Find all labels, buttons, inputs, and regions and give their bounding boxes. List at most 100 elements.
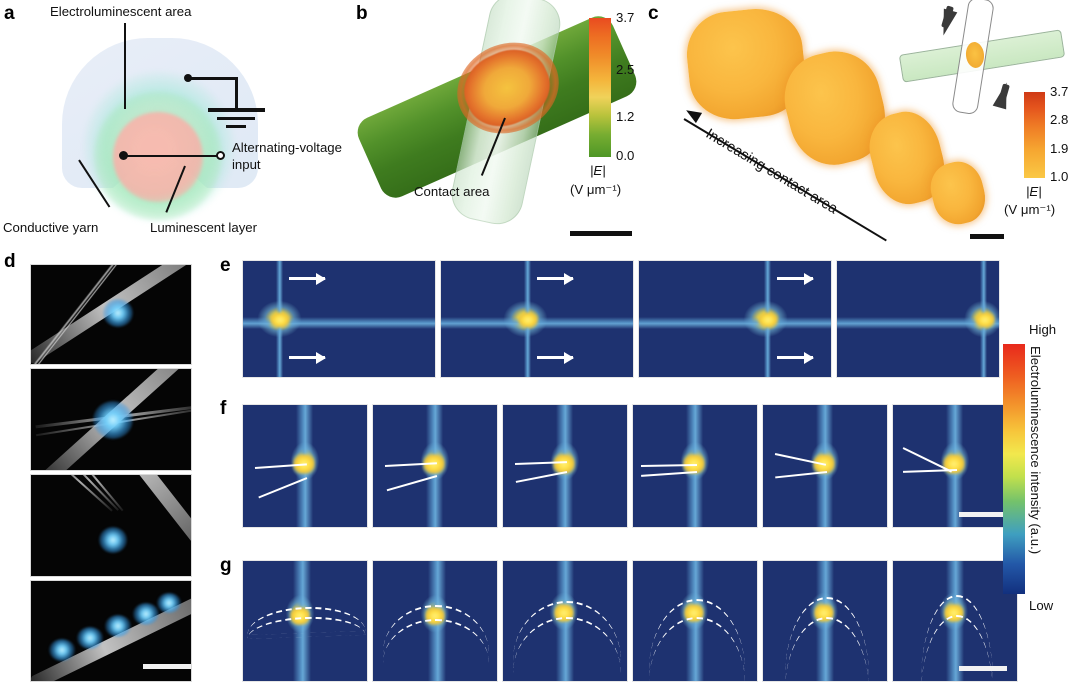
panel-d-photo-3 — [30, 474, 192, 577]
curvature-dashed-curve-inner — [921, 615, 993, 681]
colorbar-c-title: |E| — [1026, 184, 1042, 199]
slide-arrow-top — [537, 272, 574, 285]
panel-b: b Contact area 3.7 2.5 1.2 0.0 |E| (V μm… — [352, 0, 644, 250]
curvature-dashed-curve-outer — [649, 599, 745, 671]
emission-spot — [133, 603, 159, 625]
panel-letter-a: a — [4, 3, 15, 24]
slide-arrow-top — [777, 272, 815, 285]
curvature-dashed-curve-outer — [513, 601, 621, 661]
panel-g-frame-2 — [372, 560, 498, 682]
emission-spot — [157, 593, 181, 613]
panel-g-frame-6 — [892, 560, 1018, 682]
colorbar-panel-b — [589, 18, 611, 157]
leader-alternating-voltage — [124, 155, 220, 158]
panel-e-frame-2 — [440, 260, 634, 378]
intensity-colorbar-axis-title: Electroluminescence intensity (a.u.) — [1028, 346, 1043, 555]
curvature-dashed-curve-outer — [921, 595, 993, 681]
emission-core — [517, 312, 538, 329]
emission-spot — [77, 627, 103, 649]
emission-spot — [99, 527, 127, 553]
panel-e-frame-1 — [242, 260, 436, 378]
panel-g-frame-3 — [502, 560, 628, 682]
leader-electroluminescent-area — [124, 23, 127, 109]
intensity-label-high: High — [1029, 322, 1057, 337]
emission-spot — [93, 401, 133, 439]
emission-spot — [103, 299, 133, 327]
panel-g-frame-4 — [632, 560, 758, 682]
colorbar-b-tick-2: 1.2 — [616, 109, 635, 124]
curvature-dashed-curve-inner — [513, 617, 621, 673]
panel-letter-c: c — [648, 3, 659, 24]
colorbar-c-tick-3: 1.0 — [1050, 169, 1069, 184]
panel-letter-e: e — [220, 255, 231, 276]
alternating-voltage-terminal-icon — [216, 151, 225, 160]
emission-core — [682, 453, 705, 474]
slide-arrow-top — [289, 272, 327, 285]
panel-f-frame-2 — [372, 404, 498, 528]
label-electroluminescent-area: Electroluminescent area — [50, 4, 192, 19]
emission-core — [974, 312, 995, 329]
scale-bar-panel-g — [959, 666, 1007, 671]
ground-wire-vertical — [235, 77, 238, 111]
label-alternating-voltage-line2: input — [232, 157, 261, 172]
curvature-dashed-curve-outer — [383, 605, 489, 653]
panel-letter-f: f — [220, 398, 227, 419]
colorbar-panel-c — [1024, 92, 1045, 178]
emission-core — [269, 312, 290, 329]
slide-arrow-bottom — [289, 351, 327, 364]
panel-d-photo-1 — [30, 264, 192, 365]
ground-wire-horizontal — [188, 77, 238, 80]
emission-core — [552, 453, 575, 474]
emission-core — [758, 312, 779, 329]
intensity-label-low: Low — [1029, 598, 1054, 613]
colorbar-b-tick-1: 2.5 — [616, 62, 635, 77]
panel-f-frame-5 — [762, 404, 888, 528]
compression-inset — [892, 0, 1072, 116]
label-contact-area: Contact area — [414, 184, 490, 199]
emission-core — [290, 606, 311, 625]
label-alternating-voltage-line1: Alternating-voltage — [232, 140, 342, 155]
curvature-dashed-curve-outer — [785, 597, 869, 677]
panel-letter-g: g — [220, 555, 232, 576]
scale-bar-panel-b — [570, 231, 632, 236]
panel-g-frame-1 — [242, 560, 368, 682]
panel-g-frame-5 — [762, 560, 888, 682]
scale-bar-panel-d — [143, 664, 191, 669]
ground-icon-bar-1 — [208, 108, 265, 112]
horizontal-fibre — [243, 316, 435, 329]
curvature-dashed-curve-inner — [649, 617, 745, 681]
panel-e-frame-4 — [836, 260, 1000, 378]
label-luminescent-layer: Luminescent layer — [150, 220, 258, 235]
ground-icon-bar-3 — [226, 125, 246, 128]
emission-spot — [105, 615, 131, 637]
colorbar-c-tick-1: 2.8 — [1050, 112, 1069, 127]
panel-f-frame-3 — [502, 404, 628, 528]
scale-bar-panel-f — [959, 512, 1007, 517]
scale-bar-panel-c — [970, 234, 1004, 239]
ground-icon-bar-2 — [217, 117, 255, 121]
colorbar-b-units: (V μm⁻¹) — [570, 182, 622, 197]
colorbar-c-units: (V μm⁻¹) — [1004, 202, 1056, 217]
intensity-colorbar-gradient — [1003, 344, 1025, 594]
emission-spot — [49, 639, 75, 661]
intensity-colorbar: High Low Electroluminescence intensity (… — [1003, 322, 1079, 622]
panel-f-frame-4 — [632, 404, 758, 528]
curvature-dashed-curve-inner — [785, 617, 869, 681]
horizontal-fibre — [639, 316, 831, 329]
panel-c: c Increasing contact area 3.7 2.8 1.9 1.… — [644, 0, 1080, 250]
panel-letter-d: d — [4, 251, 16, 272]
slide-arrow-bottom — [537, 351, 574, 364]
colorbar-b-tick-3: 0.0 — [616, 148, 635, 163]
colorbar-b-tick-0: 3.7 — [616, 10, 635, 25]
horizontal-fibre — [837, 316, 999, 329]
colorbar-c-tick-0: 3.7 — [1050, 84, 1069, 99]
panel-a: a Electroluminescent area Alternating-vo… — [0, 0, 352, 250]
colorbar-b-title: |E| — [590, 163, 606, 178]
panel-f-frame-6 — [892, 404, 1018, 528]
colorbar-c-tick-2: 1.9 — [1050, 141, 1069, 156]
panel-f-frame-1 — [242, 404, 368, 528]
panel-d-photo-2 — [30, 368, 192, 471]
label-conductive-yarn: Conductive yarn — [3, 220, 99, 235]
curvature-dashed-curve-inner — [383, 619, 489, 663]
